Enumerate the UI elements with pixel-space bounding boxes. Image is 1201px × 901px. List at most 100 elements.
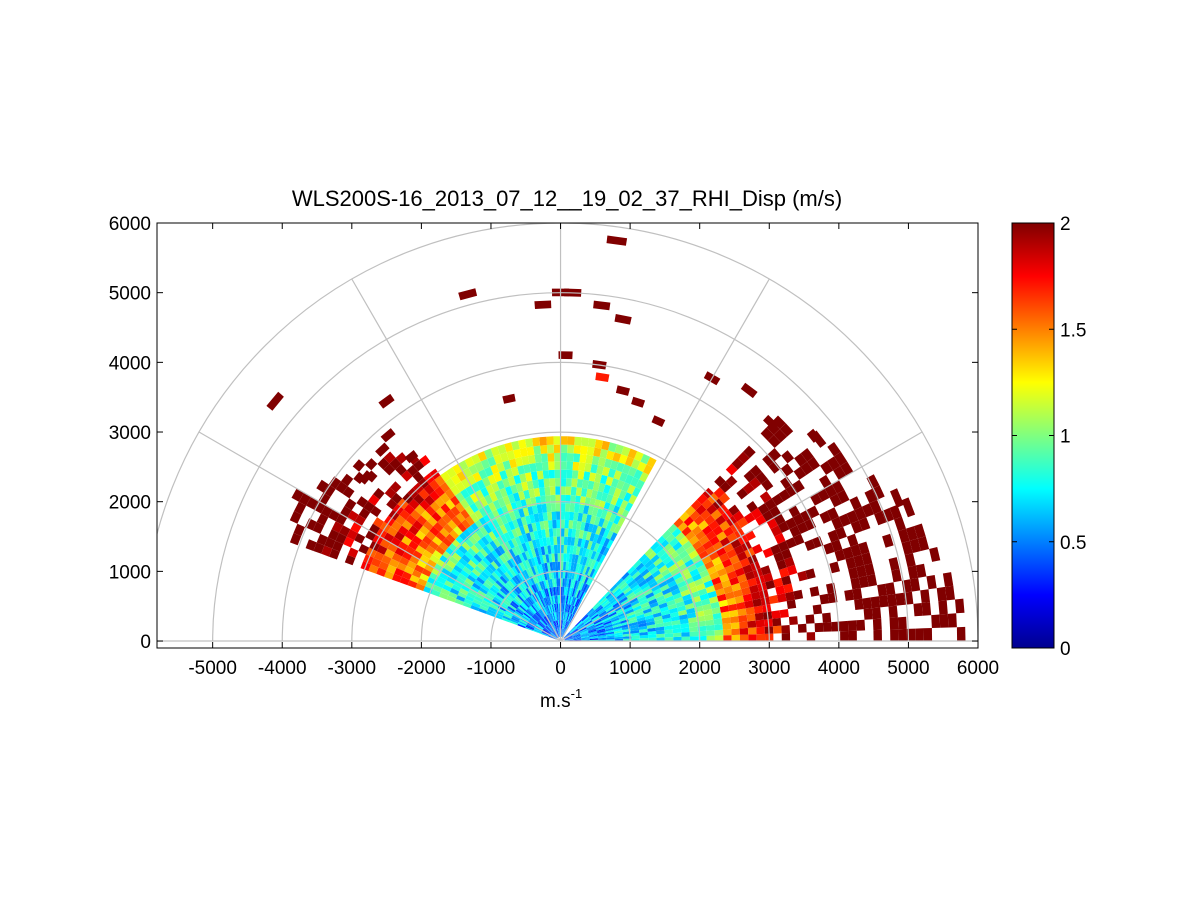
- velocity-cell: [563, 633, 571, 639]
- velocity-cell: [555, 629, 560, 638]
- velocity-cell: [835, 526, 847, 540]
- velocity-cell: [639, 472, 649, 483]
- velocity-cell: [708, 551, 719, 561]
- velocity-cell: [450, 485, 461, 496]
- velocity-cell: [356, 496, 368, 508]
- velocity-cell: [519, 562, 526, 571]
- velocity-cell: [538, 621, 545, 628]
- velocity-cell: [455, 502, 465, 513]
- isolated-gate: [593, 300, 611, 311]
- velocity-cell: [614, 590, 623, 598]
- velocity-cell: [573, 639, 582, 641]
- velocity-cell: [714, 475, 726, 488]
- velocity-cell: [534, 627, 543, 632]
- velocity-cell: [316, 513, 329, 526]
- velocity-cell: [653, 557, 663, 567]
- velocity-cell: [519, 473, 527, 483]
- velocity-cell: [773, 429, 787, 443]
- velocity-cell: [622, 601, 631, 608]
- velocity-cell: [418, 540, 429, 550]
- velocity-cell: [645, 574, 654, 583]
- velocity-cell: [637, 595, 647, 603]
- velocity-cell: [493, 472, 502, 483]
- velocity-cell: [561, 595, 564, 604]
- velocity-cell: [655, 561, 666, 570]
- velocity-cell: [762, 453, 775, 467]
- velocity-cell: [552, 519, 557, 529]
- velocity-cell: [638, 625, 648, 630]
- velocity-cell: [506, 607, 515, 614]
- velocity-cell: [414, 564, 425, 574]
- velocity-cell: [490, 561, 499, 570]
- velocity-cell: [701, 598, 711, 606]
- velocity-cell: [714, 635, 724, 641]
- velocity-cell: [507, 606, 516, 613]
- velocity-cell: [650, 584, 661, 592]
- velocity-cell: [427, 516, 438, 527]
- velocity-cell: [544, 627, 551, 634]
- velocity-cell: [573, 580, 578, 589]
- velocity-cell: [595, 606, 604, 613]
- velocity-cell: [580, 582, 586, 592]
- velocity-cell: [568, 587, 572, 597]
- velocity-cell: [606, 530, 614, 540]
- velocity-cell: [536, 591, 542, 600]
- velocity-cell: [478, 507, 488, 517]
- velocity-cell: [450, 474, 461, 486]
- velocity-cell: [620, 499, 629, 510]
- velocity-cell: [589, 634, 598, 637]
- velocity-cell: [405, 514, 417, 526]
- velocity-cell: [424, 495, 435, 506]
- velocity-cell: [850, 520, 863, 534]
- velocity-cell: [621, 464, 631, 475]
- velocity-cell: [496, 462, 506, 473]
- velocity-cell: [513, 448, 522, 459]
- velocity-cell: [547, 579, 552, 588]
- velocity-cell: [676, 580, 687, 589]
- velocity-cell: [618, 594, 627, 602]
- velocity-cell: [529, 585, 536, 594]
- velocity-cell: [556, 536, 561, 545]
- velocity-cell: [353, 471, 366, 484]
- velocity-cell: [543, 597, 548, 607]
- velocity-cell: [547, 614, 553, 623]
- velocity-cell: [518, 535, 525, 545]
- velocity-cell: [412, 471, 424, 483]
- velocity-cell: [562, 629, 566, 638]
- velocity-cell: [316, 533, 328, 546]
- velocity-cell: [626, 611, 636, 617]
- velocity-cell: [469, 512, 479, 523]
- velocity-cell: [511, 600, 519, 608]
- velocity-cell: [613, 515, 621, 525]
- velocity-cell: [565, 503, 571, 512]
- velocity-cell: [563, 620, 567, 629]
- velocity-cell: [513, 509, 521, 520]
- velocity-cell: [605, 476, 614, 486]
- velocity-cell: [581, 547, 587, 557]
- velocity-cell: [499, 524, 508, 534]
- velocity-cell: [541, 631, 550, 636]
- velocity-cell: [386, 498, 398, 510]
- velocity-cell: [555, 486, 561, 495]
- velocity-cell: [551, 553, 555, 562]
- velocity-cell: [772, 415, 786, 429]
- velocity-cell: [552, 595, 556, 604]
- velocity-cell: [590, 612, 598, 619]
- velocity-cell: [569, 626, 576, 633]
- velocity-cell: [573, 588, 578, 598]
- velocity-cell: [822, 622, 832, 632]
- velocity-cell: [474, 499, 484, 510]
- isolated-gate: [266, 391, 284, 411]
- velocity-cell: [562, 611, 565, 621]
- velocity-cell: [548, 528, 554, 538]
- velocity-cell: [539, 555, 545, 564]
- velocity-cell: [422, 549, 433, 560]
- velocity-cell: [702, 525, 713, 536]
- velocity-cell: [409, 555, 420, 565]
- velocity-cell: [388, 558, 400, 568]
- velocity-cell: [537, 622, 545, 629]
- velocity-cell: [527, 549, 534, 559]
- velocity-cell: [553, 621, 557, 630]
- velocity-cell: [812, 536, 824, 549]
- velocity-cell: [723, 585, 734, 594]
